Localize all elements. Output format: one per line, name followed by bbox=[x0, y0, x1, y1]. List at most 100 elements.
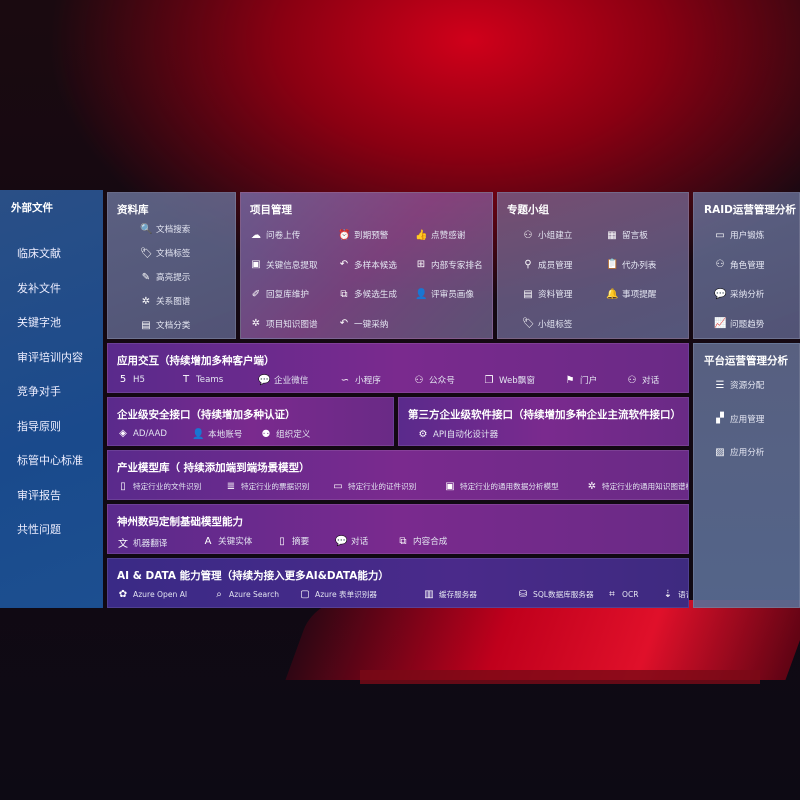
item-pen[interactable]: ✎ 高亮提示 bbox=[140, 271, 191, 284]
user-icon: 👤 bbox=[192, 428, 205, 440]
item-user[interactable]: 👤 评审员画像 bbox=[415, 288, 474, 301]
item-gear[interactable]: ⚙ API自动化设计器 bbox=[417, 428, 499, 441]
item-cache[interactable]: ▥ 缓存服务器 bbox=[423, 589, 477, 600]
item-speech[interactable]: ⇣ 语音理解 bbox=[662, 589, 688, 600]
item-label: Azure Search bbox=[229, 590, 280, 599]
qa-icon: 💬 bbox=[714, 288, 727, 300]
item-label: 问题趋势 bbox=[730, 319, 765, 330]
item-label: 一键采纳 bbox=[354, 319, 389, 330]
panel-third-party: 第三方企业级软件接口（持续增加多种企业主流软件接口） ⚙ API自动化设计器 bbox=[398, 397, 689, 446]
sidebar-item[interactable]: 标管中心标准 bbox=[17, 454, 83, 467]
item-doc-search[interactable]: 🔍 文档搜索 bbox=[140, 223, 190, 236]
item-label: 特定行业的文件识别 bbox=[133, 482, 202, 491]
reply-icon: ↶ bbox=[339, 318, 349, 329]
sidebar-item[interactable]: 审评报告 bbox=[17, 488, 61, 502]
entity-icon: A bbox=[204, 535, 212, 547]
item-reply[interactable]: ↶ 多样本候选 bbox=[338, 259, 397, 271]
item-bbs[interactable]: ▦ 留言板 bbox=[606, 229, 648, 242]
clipboard-icon: 📋 bbox=[606, 259, 619, 270]
item-user[interactable]: 👤 本地账号 bbox=[192, 428, 242, 441]
item-diamond[interactable]: ◈ AD/AAD bbox=[117, 428, 167, 439]
sidebar-item[interactable]: 竞争对手 bbox=[17, 385, 61, 398]
item-id-card[interactable]: ▭ 用户锻炼 bbox=[714, 229, 764, 242]
item-users[interactable]: ⚇ 小组建立 bbox=[522, 229, 573, 242]
item-org[interactable]: ⚉ 组织定义 bbox=[260, 428, 311, 441]
item-clipboard[interactable]: 📋 代办列表 bbox=[606, 259, 656, 271]
item-label: 特定行业的票据识别 bbox=[241, 482, 310, 491]
red-decor-bar bbox=[360, 670, 760, 684]
item-graph[interactable]: ✲ 特定行业的通用知识图谱模型 bbox=[586, 481, 688, 492]
item-receipt[interactable]: ≣ 特定行业的票据识别 bbox=[225, 481, 310, 492]
item-label: 对话 bbox=[642, 376, 660, 386]
item-search-doc[interactable]: ⌕ Azure Search bbox=[213, 589, 279, 600]
item-chart[interactable]: ▨ 应用分析 bbox=[714, 446, 764, 459]
item-translate[interactable]: 文机器翻译 bbox=[117, 535, 167, 551]
item-graph[interactable]: ✲ 关系图谱 bbox=[140, 295, 191, 308]
item-label: 组织定义 bbox=[276, 430, 311, 440]
item-folder[interactable]: ▤ 文档分类 bbox=[140, 319, 190, 332]
item-reply[interactable]: ↶ 一键采纳 bbox=[338, 318, 389, 330]
graph-icon: ✲ bbox=[141, 295, 151, 307]
item-chat[interactable]: 💬 企业微信 bbox=[258, 374, 308, 387]
diamond-icon: ◈ bbox=[119, 428, 127, 439]
item-label: Teams bbox=[196, 374, 224, 385]
item-graph[interactable]: ✲ 项目知识图谱 bbox=[250, 318, 318, 330]
item-users[interactable]: ⚇ 公众号 bbox=[413, 374, 455, 387]
item-apps[interactable]: ▞ 应用管理 bbox=[714, 413, 764, 425]
user-icon: 👤 bbox=[415, 288, 428, 300]
item-window[interactable]: ❐ Web飘窗 bbox=[483, 374, 535, 387]
item-tag[interactable]: 🏷 文档标签 bbox=[140, 247, 190, 260]
folder-icon: ▤ bbox=[141, 319, 151, 331]
item-ocr[interactable]: ⌗ OCR bbox=[606, 589, 638, 600]
item-trend[interactable]: 📈 问题趋势 bbox=[714, 318, 764, 330]
item-label: 内容合成 bbox=[413, 537, 448, 547]
item-doc[interactable]: ▯ 特定行业的文件识别 bbox=[117, 481, 201, 492]
panel-library: 资料库 🔍 文档搜索 🏷 文档标签 ✎ 高亮提示 ✲ 关系图谱 ▤ 文档分类 bbox=[107, 192, 236, 339]
item-form[interactable]: ▢ Azure 表单识别器 bbox=[299, 589, 377, 600]
item-openai[interactable]: ✿ Azure Open AI bbox=[117, 589, 187, 600]
item-image[interactable]: ▣ 特定行业的通用数据分析模型 bbox=[444, 481, 558, 492]
item-entity[interactable]: A 关键实体 bbox=[202, 535, 253, 548]
graph-icon: ✲ bbox=[587, 481, 597, 492]
item-label: 语音理解 bbox=[678, 590, 688, 599]
sidebar-item[interactable]: 审评培训内容 bbox=[17, 350, 83, 364]
item-edit[interactable]: ✐ 回复库维护 bbox=[250, 288, 309, 301]
item-teams[interactable]: T Teams bbox=[180, 374, 223, 385]
panel-title: AI & DATA 能力管理（持续为接入更多AI&DATA能力） bbox=[117, 570, 389, 582]
item-puzzle[interactable]: ⧉ 多候选生成 bbox=[338, 288, 397, 301]
item-list[interactable]: ☰ 资源分配 bbox=[714, 379, 765, 392]
item-id-card[interactable]: ▭ 特定行业的证件识别 bbox=[332, 481, 416, 492]
panel-title: 第三方企业级软件接口（持续增加多种企业主流软件接口） bbox=[408, 409, 681, 421]
dialog-icon: ⚇ bbox=[627, 374, 637, 386]
item-database[interactable]: ⛁ SQL数据库服务器 bbox=[517, 589, 594, 600]
item-users[interactable]: ⚇ 角色管理 bbox=[714, 259, 765, 271]
sidebar-item[interactable]: 发补文件 bbox=[17, 281, 61, 295]
item-qa[interactable]: 💬 采纳分析 bbox=[714, 288, 764, 301]
cache-icon: ▥ bbox=[424, 589, 434, 600]
sidebar-item[interactable]: 关键字池 bbox=[17, 316, 61, 329]
item-doc[interactable]: ▯ 摘要 bbox=[276, 535, 309, 548]
item-extract[interactable]: ▣ 关键信息提取 bbox=[250, 259, 317, 271]
reply-icon: ↶ bbox=[339, 259, 349, 270]
item-ranking[interactable]: ⊞ 内部专家排名 bbox=[415, 259, 483, 271]
item-dialog[interactable]: ⚇ 对话 bbox=[626, 374, 660, 387]
item-mini[interactable]: ∽ 小程序 bbox=[339, 374, 381, 387]
sidebar-item[interactable]: 临床文献 bbox=[17, 247, 61, 260]
sidebar-item[interactable]: 共性问题 bbox=[17, 523, 61, 536]
item-user-add[interactable]: ⚲ 成员管理 bbox=[522, 259, 572, 271]
item-alarm[interactable]: ⏰ 到期预警 bbox=[338, 229, 388, 242]
item-tag[interactable]: 🏷 小组标签 bbox=[522, 318, 572, 330]
item-chat[interactable]: 💬 对话 bbox=[335, 535, 368, 548]
item-folder[interactable]: ▤ 资料管理 bbox=[522, 288, 572, 301]
item-portal[interactable]: ⚑ 门户 bbox=[564, 374, 598, 387]
sidebar-item[interactable]: 指导原则 bbox=[17, 419, 61, 433]
item-puzzle[interactable]: ⧉ 内容合成 bbox=[397, 535, 448, 548]
user-add-icon: ⚲ bbox=[524, 259, 532, 270]
item-html5[interactable]: 5 H5 bbox=[117, 374, 145, 385]
panel-ai-data: AI & DATA 能力管理（持续为接入更多AI&DATA能力） ✿ Azure O… bbox=[107, 558, 689, 608]
item-label: SQL数据库服务器 bbox=[533, 590, 594, 599]
item-cloud-upload[interactable]: ☁ 问卷上传 bbox=[250, 229, 300, 242]
item-label: 代办列表 bbox=[622, 260, 657, 271]
item-bell[interactable]: 🔔 事项提醒 bbox=[606, 288, 656, 301]
item-thumbs-up[interactable]: 👍 点赞感谢 bbox=[415, 229, 465, 242]
